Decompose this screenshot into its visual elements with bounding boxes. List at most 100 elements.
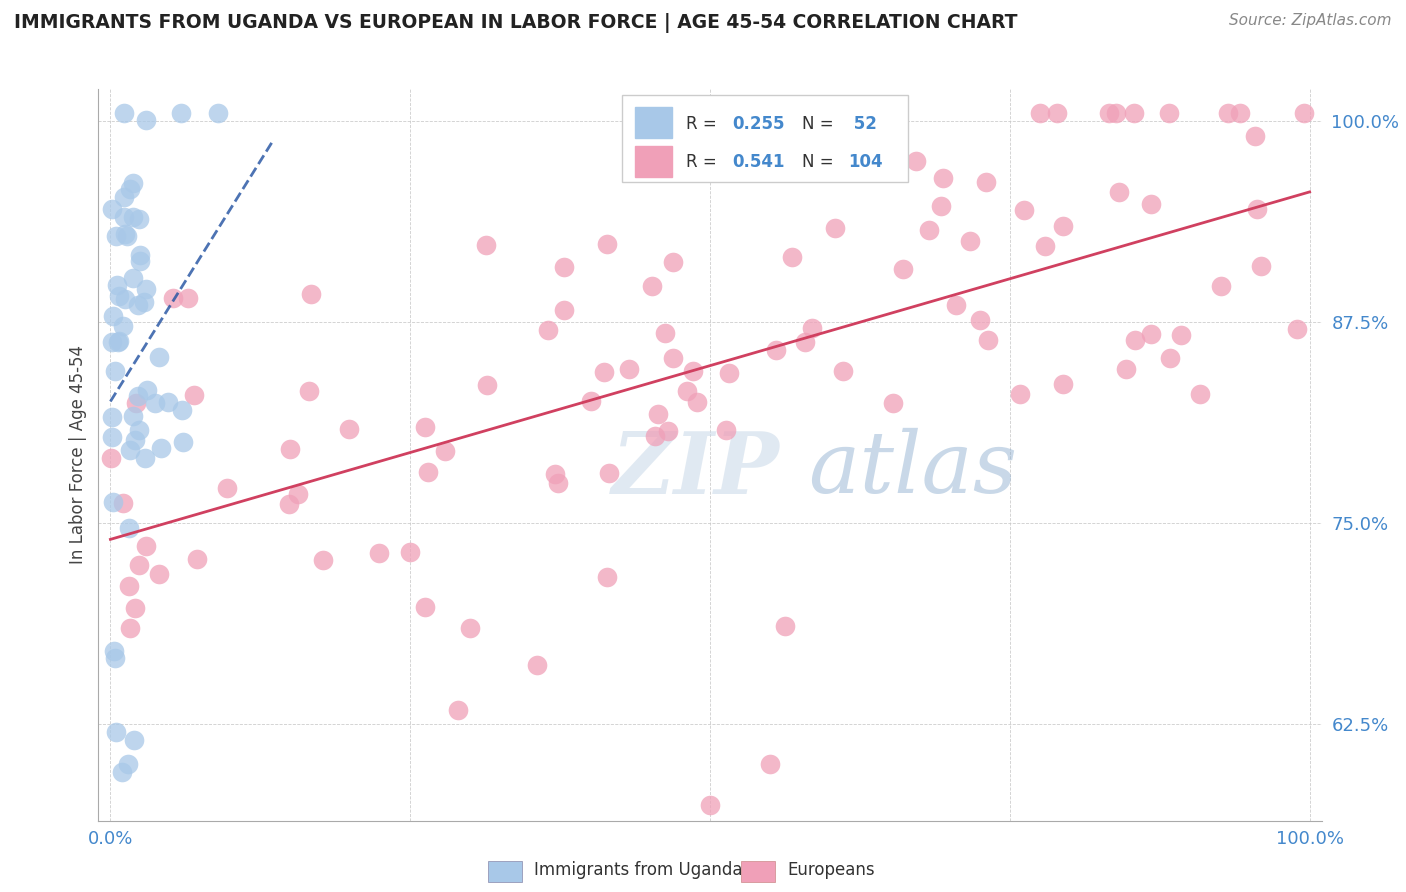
Point: [969, 313, 991, 327]
Point: [1189, 387, 1212, 401]
FancyBboxPatch shape: [636, 107, 672, 138]
Point: [100, 410, 122, 425]
Point: [127, 298, 149, 312]
Text: Europeans: Europeans: [787, 861, 875, 879]
Point: [111, 319, 134, 334]
Point: [918, 223, 941, 237]
Point: [120, 621, 142, 635]
Point: [1010, 387, 1032, 401]
Point: [105, 278, 128, 293]
Point: [945, 298, 967, 312]
Point: [128, 423, 150, 437]
Point: [1292, 106, 1315, 120]
Text: 0.541: 0.541: [733, 153, 785, 171]
Point: [765, 343, 787, 357]
Point: [1246, 202, 1268, 217]
Point: [101, 310, 124, 324]
Point: [127, 389, 149, 403]
Point: [475, 378, 498, 392]
Point: [662, 255, 685, 269]
Point: [115, 228, 138, 243]
Point: [592, 365, 614, 379]
Point: [100, 202, 122, 216]
Point: [654, 326, 676, 340]
Point: [117, 757, 139, 772]
Point: [134, 451, 156, 466]
Point: [714, 423, 737, 437]
Point: [124, 433, 146, 447]
Point: [107, 289, 129, 303]
Point: [169, 106, 191, 120]
Point: [718, 366, 741, 380]
Point: [1098, 106, 1121, 120]
Point: [1122, 106, 1144, 120]
Point: [959, 234, 981, 248]
Point: [125, 396, 148, 410]
Text: 0.255: 0.255: [733, 114, 785, 133]
Point: [824, 220, 846, 235]
Point: [148, 350, 170, 364]
Point: [1250, 259, 1272, 273]
Point: [367, 546, 389, 560]
Point: [686, 395, 709, 409]
Point: [780, 106, 803, 120]
Point: [699, 797, 721, 812]
Point: [100, 450, 122, 465]
Text: Immigrants from Uganda: Immigrants from Uganda: [534, 861, 742, 879]
Point: [1014, 203, 1036, 218]
Point: [129, 248, 152, 262]
Point: [434, 444, 457, 458]
Point: [114, 227, 136, 241]
Point: [112, 190, 135, 204]
Point: [1123, 333, 1146, 347]
Point: [759, 757, 782, 772]
Point: [1170, 328, 1192, 343]
Point: [100, 430, 122, 444]
Point: [156, 394, 179, 409]
Point: [104, 229, 127, 244]
Point: [579, 394, 602, 409]
Point: [1285, 321, 1308, 335]
Point: [416, 465, 439, 479]
Point: [1052, 219, 1074, 234]
Text: atlas: atlas: [808, 428, 1017, 511]
Point: [129, 254, 152, 268]
Point: [932, 170, 955, 185]
Point: [278, 442, 301, 456]
Point: [103, 644, 125, 658]
Point: [172, 435, 194, 450]
Point: [617, 362, 640, 376]
Point: [544, 467, 567, 482]
Point: [105, 725, 128, 739]
Y-axis label: In Labor Force | Age 45-54: In Labor Force | Age 45-54: [69, 345, 87, 565]
Point: [1046, 106, 1069, 120]
Point: [101, 495, 124, 509]
Point: [780, 250, 803, 264]
Point: [526, 657, 548, 672]
Text: 52: 52: [848, 114, 877, 133]
Point: [122, 176, 145, 190]
Point: [647, 407, 669, 421]
Point: [976, 333, 998, 347]
Point: [112, 106, 135, 120]
Point: [128, 212, 150, 227]
Point: [399, 545, 422, 559]
Point: [217, 481, 239, 495]
Point: [176, 291, 198, 305]
Point: [337, 422, 360, 436]
Point: [148, 566, 170, 581]
Point: [1216, 106, 1239, 120]
Point: [124, 733, 146, 747]
Point: [794, 334, 817, 349]
Point: [1157, 106, 1180, 120]
Point: [474, 237, 496, 252]
Point: [128, 558, 150, 573]
Point: [287, 487, 309, 501]
Point: [183, 388, 205, 402]
Point: [553, 302, 575, 317]
Point: [207, 106, 229, 120]
Point: [104, 364, 127, 378]
Point: [657, 424, 679, 438]
Point: [136, 383, 159, 397]
Text: IMMIGRANTS FROM UGANDA VS EUROPEAN IN LABOR FORCE | AGE 45-54 CORRELATION CHART: IMMIGRANTS FROM UGANDA VS EUROPEAN IN LA…: [14, 13, 1018, 33]
